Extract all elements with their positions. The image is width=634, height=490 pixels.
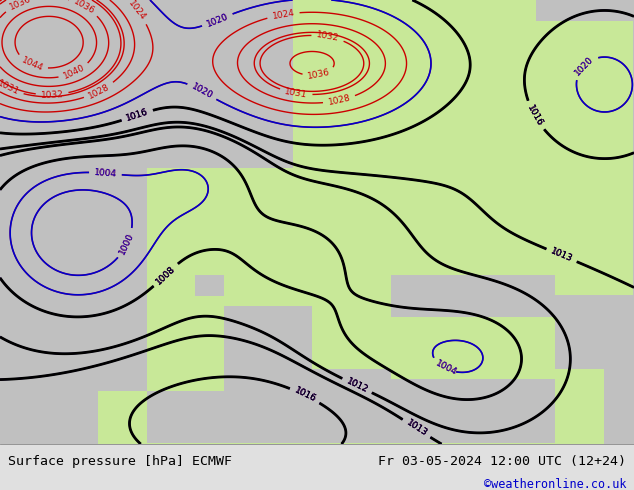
Text: 1020: 1020	[205, 12, 230, 28]
Text: 1036: 1036	[72, 0, 96, 16]
Text: 1008: 1008	[154, 264, 177, 286]
Text: 1036: 1036	[307, 68, 331, 81]
Text: 1008: 1008	[154, 264, 177, 286]
Text: 1012: 1012	[345, 377, 369, 394]
Text: 1012: 1012	[345, 377, 369, 394]
Text: 1016: 1016	[125, 107, 150, 123]
Text: 1028: 1028	[327, 94, 351, 107]
Text: 1031: 1031	[284, 87, 308, 99]
Text: 1020: 1020	[190, 82, 214, 101]
Text: 1013: 1013	[549, 247, 574, 264]
Text: 1032: 1032	[41, 90, 64, 99]
Text: 1016: 1016	[293, 386, 317, 404]
Text: 1016: 1016	[526, 103, 545, 128]
Text: 1031: 1031	[0, 79, 20, 97]
Text: 1004: 1004	[434, 359, 458, 378]
Text: 1016: 1016	[293, 386, 317, 404]
Text: Surface pressure [hPa] ECMWF: Surface pressure [hPa] ECMWF	[8, 455, 231, 468]
Text: 1012: 1012	[345, 377, 369, 394]
Text: 1013: 1013	[404, 418, 429, 439]
Text: 1020: 1020	[205, 12, 230, 28]
Text: 1004: 1004	[434, 359, 458, 378]
Text: 1024: 1024	[127, 0, 148, 23]
Text: 1024: 1024	[271, 8, 295, 21]
Text: 1004: 1004	[94, 168, 117, 178]
Text: 1000: 1000	[118, 231, 136, 256]
Text: 1040: 1040	[62, 63, 86, 81]
Text: ©weatheronline.co.uk: ©weatheronline.co.uk	[484, 478, 626, 490]
Text: 1036: 1036	[8, 0, 32, 12]
Text: 1004: 1004	[94, 168, 117, 178]
Text: 1020: 1020	[190, 82, 214, 101]
Text: 1020: 1020	[573, 54, 595, 77]
Text: 1013: 1013	[549, 247, 574, 264]
Text: 1016: 1016	[125, 107, 150, 123]
Text: 1016: 1016	[526, 103, 545, 128]
Text: 1016: 1016	[125, 107, 150, 123]
Text: 1020: 1020	[573, 54, 595, 77]
Text: 1032: 1032	[316, 30, 340, 43]
Text: 1000: 1000	[118, 231, 136, 256]
Text: 1016: 1016	[526, 103, 545, 128]
Text: 1028: 1028	[87, 82, 112, 100]
Text: 1013: 1013	[549, 247, 574, 264]
Text: 1013: 1013	[404, 418, 429, 439]
Text: 1013: 1013	[404, 418, 429, 439]
Text: 1016: 1016	[293, 386, 317, 404]
Text: 1008: 1008	[154, 264, 177, 286]
Text: Fr 03-05-2024 12:00 UTC (12+24): Fr 03-05-2024 12:00 UTC (12+24)	[378, 455, 626, 468]
Text: 1044: 1044	[20, 56, 44, 74]
